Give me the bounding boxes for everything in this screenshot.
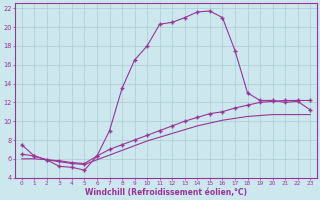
- X-axis label: Windchill (Refroidissement éolien,°C): Windchill (Refroidissement éolien,°C): [85, 188, 247, 197]
